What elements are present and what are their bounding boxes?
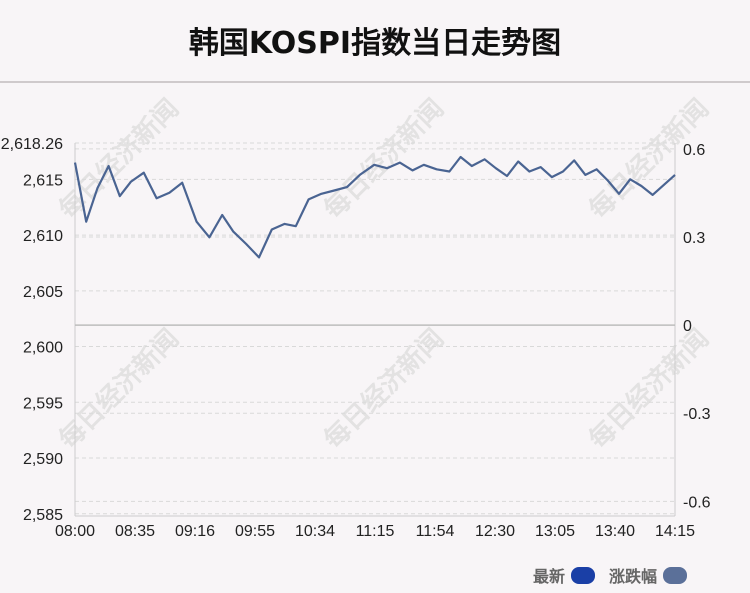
y-left-tick-label: 2,618.26: [1, 136, 63, 153]
watermark-text: 每日经济新闻: [53, 93, 185, 225]
y-left-tick-label: 2,610: [23, 228, 63, 245]
y-right-tick-label: 0: [683, 318, 692, 335]
x-tick-label: 09:55: [235, 523, 275, 540]
x-tick-label: 14:15: [655, 523, 695, 540]
legend-latest-swatch: [571, 566, 596, 584]
y-right-tick-label: -0.3: [683, 406, 711, 423]
watermark-text: 每日经济新闻: [53, 323, 185, 455]
legend-change-label: 涨跌幅: [609, 567, 658, 586]
watermark-text: 每日经济新闻: [583, 323, 715, 455]
x-tick-label: 13:05: [535, 523, 575, 540]
x-tick-label: 08:00: [55, 523, 95, 540]
y-right-tick-label: 0.3: [683, 230, 705, 247]
series-line-latest: [73, 155, 676, 259]
watermark-text: 每日经济新闻: [318, 323, 450, 455]
watermark-text: 每日经济新闻: [583, 93, 715, 225]
legend-change[interactable]: 涨跌幅: [609, 563, 688, 587]
y-right-tick-label: 0.6: [683, 142, 705, 159]
y-left-tick-label: 2,595: [23, 395, 63, 412]
watermark-text: 每日经济新闻: [318, 93, 450, 225]
x-tick-label: 11:54: [416, 523, 455, 540]
x-tick-label: 11:15: [356, 523, 395, 540]
y-left-tick-label: 2,590: [23, 451, 63, 468]
legend-latest-label: 最新: [533, 567, 566, 586]
legend-change-swatch: [663, 566, 688, 584]
y-left-tick-label: 2,600: [23, 340, 63, 357]
x-tick-label: 08:35: [115, 523, 155, 540]
y-right-tick-label: -0.6: [683, 494, 711, 511]
title-divider: [0, 81, 750, 83]
page-title: 韩国KOSPI指数当日走势图: [188, 26, 562, 61]
x-tick-label: 10:34: [295, 523, 335, 540]
x-tick-label: 13:40: [595, 523, 635, 540]
y-left-tick-label: 2,585: [23, 507, 63, 524]
x-tick-label: 12:30: [475, 523, 515, 540]
legend-latest[interactable]: 最新: [533, 563, 596, 587]
x-tick-label: 09:16: [175, 523, 215, 540]
y-left-tick-label: 2,605: [23, 284, 63, 301]
y-left-tick-label: 2,615: [23, 172, 63, 189]
